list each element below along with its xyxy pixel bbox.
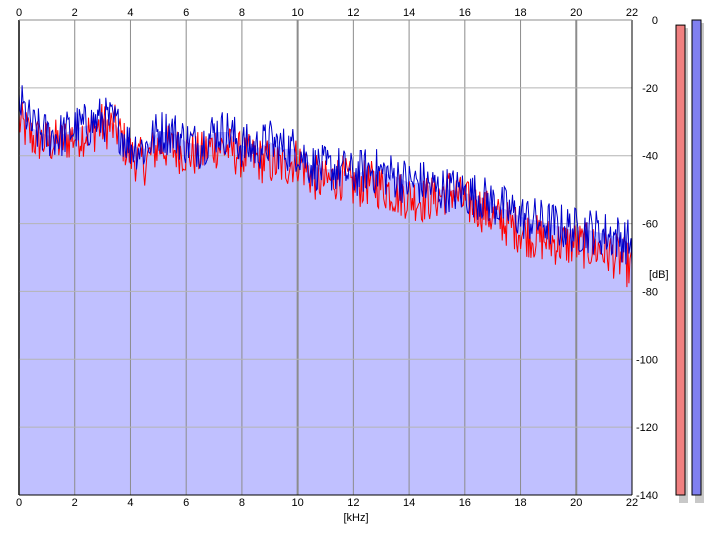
level-meters (675, 19, 704, 503)
x-tick-label-bottom: 22 (626, 497, 638, 509)
x-tick-label-top: 12 (347, 7, 359, 19)
y-tick-label: -40 (642, 151, 658, 163)
spectrum-fill-area (19, 101, 632, 496)
x-tick-label-bottom: 8 (239, 497, 245, 509)
x-tick-label-bottom: 16 (459, 497, 471, 509)
meter-1-bar (675, 24, 686, 496)
x-tick-label-top: 18 (514, 7, 526, 19)
x-tick-label-top: 2 (72, 7, 78, 19)
y-tick-label: -140 (636, 490, 658, 502)
x-tick-labels-top: 0 2 4 6 8 10 12 14 16 18 20 22 (16, 7, 638, 19)
x-tick-label-bottom: 20 (570, 497, 582, 509)
x-tick-label-top: 6 (183, 7, 189, 19)
y-tick-label: -80 (642, 286, 658, 298)
x-tick-label-bottom: 14 (403, 497, 415, 509)
series-lines (18, 85, 633, 288)
x-tick-label-top: 4 (127, 7, 133, 19)
y-tick-labels: 0 -20 -40 -60 -80 -100 -120 -140 (636, 15, 658, 502)
x-tick-label-top: 16 (459, 7, 471, 19)
spectrum-fill (19, 101, 632, 496)
x-tick-label-bottom: 0 (16, 497, 22, 509)
y-tick-label: 0 (652, 15, 658, 27)
x-tick-label-bottom: 4 (127, 497, 133, 509)
x-tick-label-bottom: 6 (183, 497, 189, 509)
y-axis-label: [dB] (649, 269, 669, 281)
x-tick-label-bottom: 10 (292, 497, 304, 509)
meter-2-bar (691, 19, 702, 496)
x-tick-label-bottom: 2 (72, 497, 78, 509)
y-tick-label: -100 (636, 354, 658, 366)
x-tick-label-top: 10 (292, 7, 304, 19)
y-tick-label: -120 (636, 422, 658, 434)
x-tick-label-bottom: 12 (347, 497, 359, 509)
x-tick-label-top: 8 (239, 7, 245, 19)
x-tick-label-top: 20 (570, 7, 582, 19)
y-tick-label: -60 (642, 219, 658, 231)
x-tick-label-top: 0 (16, 7, 22, 19)
x-tick-labels-bottom: 0 2 4 6 8 10 12 14 16 18 20 22 (16, 497, 638, 509)
x-tick-label-bottom: 18 (514, 497, 526, 509)
series-2-line (18, 85, 633, 265)
x-tick-label-top: 14 (403, 7, 415, 19)
x-tick-label-top: 22 (626, 7, 638, 19)
x-axis-label: [kHz] (343, 512, 368, 524)
plot-frame (18, 19, 633, 496)
y-tick-label: -20 (642, 83, 658, 95)
